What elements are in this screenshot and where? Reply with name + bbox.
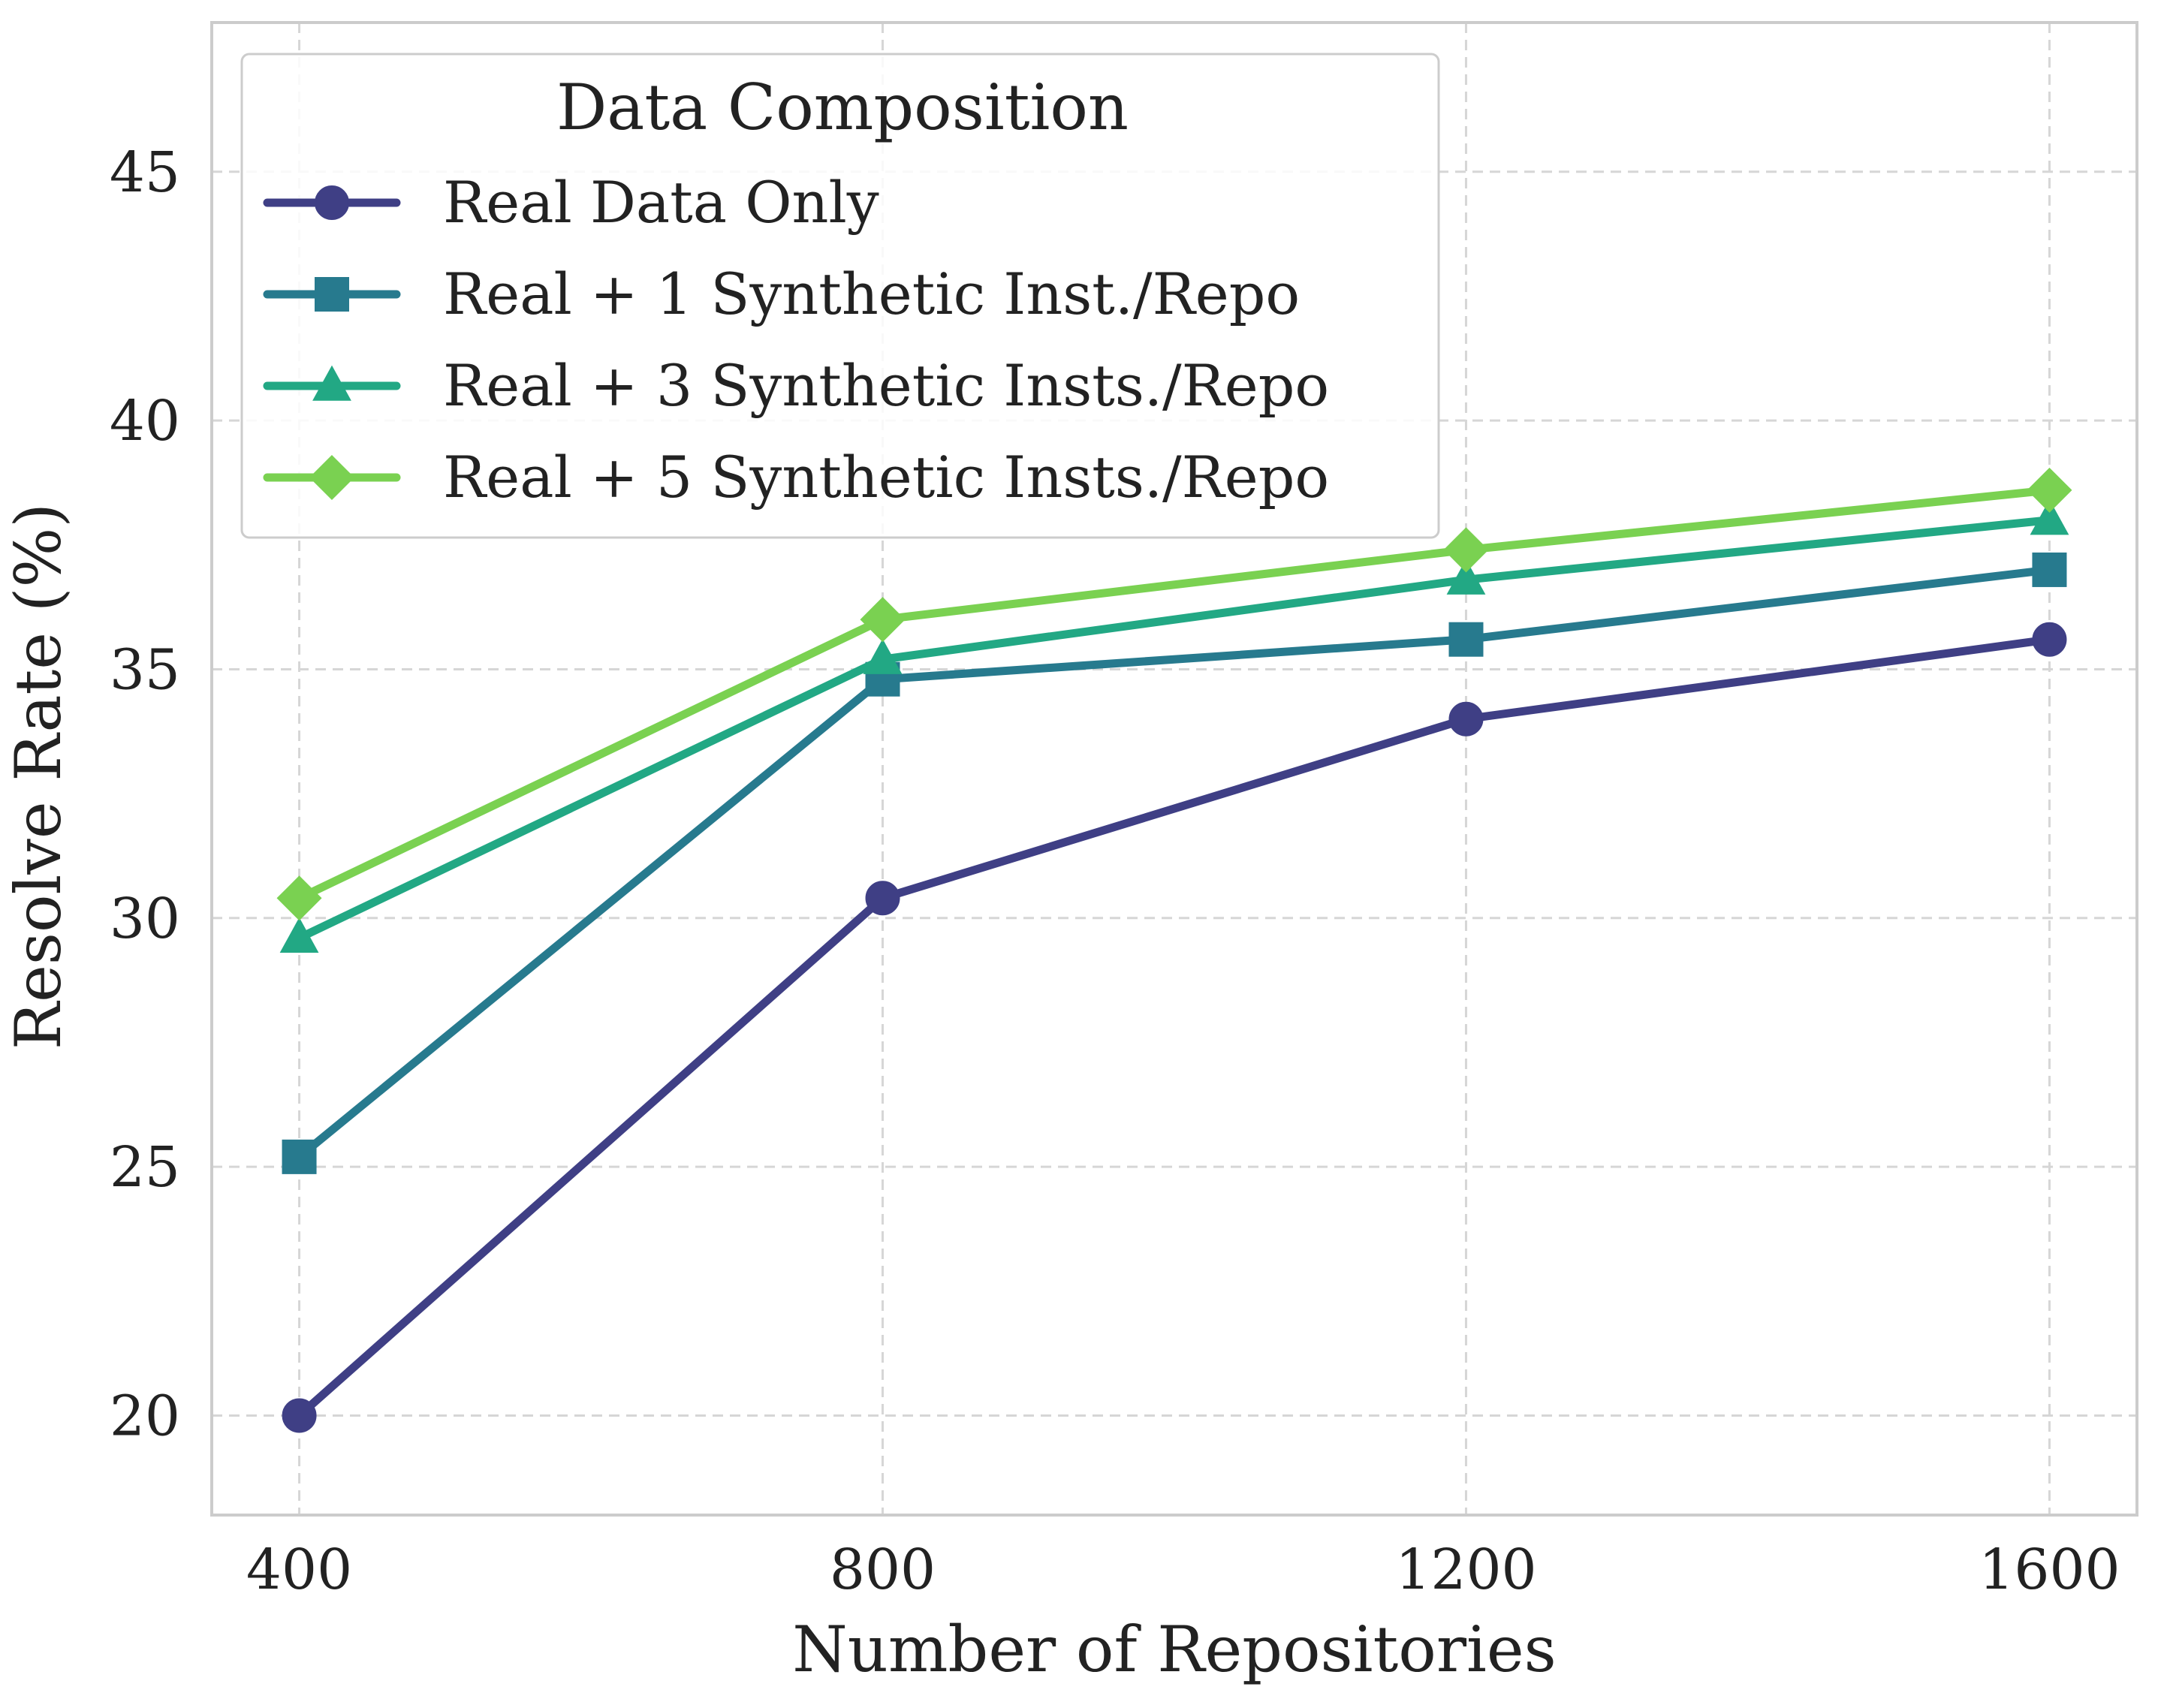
legend-marker <box>309 454 355 501</box>
data-point <box>2030 499 2069 535</box>
legend-label: Real Data Only <box>443 169 879 236</box>
data-point <box>1443 527 1489 573</box>
series-line <box>295 486 2054 902</box>
x-tick-label: 1200 <box>1395 1538 1536 1602</box>
series-3 <box>279 499 2069 953</box>
data-point <box>2032 622 2067 657</box>
legend-label: Real + 3 Synthetic Insts./Repo <box>443 352 1329 419</box>
series-4 <box>276 467 2072 921</box>
x-axis-label: Number of Repositories <box>792 1613 1556 1686</box>
legend-box <box>240 53 1440 539</box>
legend-entry: Real + 5 Synthetic Insts./Repo <box>263 444 1329 511</box>
legend-entry: Real + 1 Synthetic Inst./Repo <box>263 261 1300 327</box>
y-axis-label: Resolve Rate (%) <box>2 503 75 1050</box>
y-tick-label: 35 <box>110 637 180 702</box>
x-axis-ticks: 400 800 1200 1600 <box>246 1538 2120 1602</box>
series-line <box>295 635 2054 1420</box>
plot-frame <box>210 21 2138 1517</box>
series-layer <box>276 467 2072 1433</box>
legend-label: Real + 1 Synthetic Inst./Repo <box>443 261 1300 327</box>
legend-marker <box>315 277 349 312</box>
x-tick-label: 1600 <box>1979 1538 2120 1602</box>
series-line <box>295 565 2054 1161</box>
y-tick-label: 20 <box>110 1384 180 1448</box>
data-point <box>863 638 903 674</box>
legend-label: Real + 5 Synthetic Insts./Repo <box>443 444 1329 511</box>
data-point <box>1448 701 1484 737</box>
series-1 <box>282 622 2067 1433</box>
data-point <box>865 881 900 916</box>
data-point <box>282 1139 317 1174</box>
data-point <box>1448 622 1484 657</box>
legend-marker <box>315 185 349 220</box>
legend-title: Data Composition <box>556 71 1129 144</box>
y-tick-label: 25 <box>110 1135 180 1200</box>
legend: Data Composition Real Data Only Real + 1 … <box>240 53 1440 539</box>
y-tick-label: 40 <box>110 389 180 453</box>
data-point <box>276 875 322 921</box>
data-point <box>282 1398 317 1433</box>
series-line <box>295 516 2054 942</box>
y-axis-ticks: 20 25 30 35 40 45 <box>110 140 180 1449</box>
legend-entry: Real Data Only <box>263 169 879 236</box>
data-point <box>2027 467 2072 513</box>
data-point <box>860 597 906 643</box>
series-2 <box>282 552 2067 1174</box>
x-tick-label: 800 <box>830 1538 936 1602</box>
x-tick-label: 400 <box>246 1538 352 1602</box>
data-point <box>2032 552 2067 587</box>
legend-entry: Real + 3 Synthetic Insts./Repo <box>263 352 1329 419</box>
data-point <box>1446 559 1486 595</box>
legend-marker <box>312 365 351 401</box>
legend-entries: Real Data Only Real + 1 Synthetic Inst./R… <box>263 169 1329 511</box>
data-point <box>279 917 319 953</box>
y-tick-label: 45 <box>110 140 180 205</box>
y-tick-label: 30 <box>110 887 180 951</box>
